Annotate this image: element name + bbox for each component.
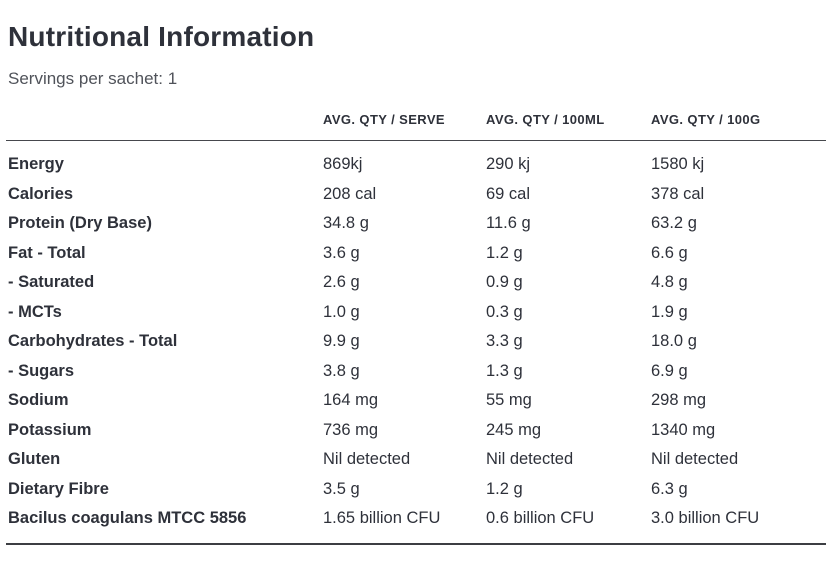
- nutrient-value: 0.3 g: [486, 302, 523, 321]
- nutrient-value: 1580 kj: [651, 155, 705, 173]
- column-header-100ml: AVG. QTY / 100ML: [486, 106, 651, 141]
- nutrient-value: 378 cal: [651, 184, 705, 203]
- nutrient-value: 6.6 g: [651, 243, 688, 262]
- nutrient-value: 0.6 billion CFU: [486, 509, 595, 527]
- nutrient-label: - MCTs: [8, 302, 62, 321]
- nutrient-value: 3.3 g: [486, 332, 523, 350]
- nutrient-value: 1.3 g: [486, 361, 523, 380]
- nutrient-label: Fat - Total: [8, 243, 86, 262]
- nutrient-value: 1340 mg: [651, 420, 716, 439]
- nutrient-value: 0.9 g: [486, 273, 523, 291]
- nutrient-value: 736 mg: [323, 420, 379, 439]
- table-row: Protein (Dry Base) 34.8 g 11.6 g 63.2 g: [6, 209, 826, 239]
- nutrient-value: 290 kj: [486, 155, 531, 173]
- nutrition-table: AVG. QTY / SERVE AVG. QTY / 100ML AVG. Q…: [6, 106, 826, 545]
- nutrient-value: 1.9 g: [651, 302, 688, 321]
- nutrient-label: Dietary Fibre: [8, 479, 109, 498]
- table-row: Bacilus coagulans MTCC 5856 1.65 billion …: [6, 504, 826, 544]
- table-row: Potassium 736 mg 245 mg 1340 mg: [6, 416, 826, 446]
- table-row: Gluten Nil detected Nil detected Nil detect…: [6, 445, 826, 475]
- nutrient-value: Nil detected: [323, 450, 411, 468]
- nutrient-value: 69 cal: [486, 184, 531, 203]
- nutrient-label: Calories: [8, 184, 74, 203]
- servings-text: Servings per sachet: 1: [8, 69, 178, 88]
- nutrient-value: 18.0 g: [651, 332, 697, 350]
- nutrient-label: Bacilus coagulans MTCC 5856: [8, 509, 247, 527]
- nutrient-value: 3.8 g: [323, 361, 360, 380]
- nutrient-value: 1.65 billion CFU: [323, 509, 441, 527]
- page-title: Nutritional Information: [8, 21, 315, 52]
- table-row: Fat - Total 3.6 g 1.2 g 6.6 g: [6, 239, 826, 269]
- nutrient-value: 6.9 g: [651, 361, 688, 380]
- nutrient-value: 164 mg: [323, 391, 379, 409]
- nutrient-value: 34.8 g: [323, 214, 369, 232]
- nutrient-value: 55 mg: [486, 391, 532, 409]
- nutrient-label: - Sugars: [8, 361, 75, 380]
- nutrient-value: 3.6 g: [323, 243, 360, 262]
- header-row: AVG. QTY / SERVE AVG. QTY / 100ML AVG. Q…: [6, 106, 826, 141]
- table-row: - Sugars 3.8 g 1.3 g 6.9 g: [6, 357, 826, 387]
- nutrient-value: Nil detected: [486, 450, 574, 468]
- nutrient-value: 6.3 g: [651, 479, 688, 498]
- nutrient-value: 3.0 billion CFU: [651, 509, 760, 527]
- table-row: Energy 869kj 290 kj 1580 kj: [6, 141, 826, 180]
- nutrient-value: 9.9 g: [323, 332, 360, 350]
- table-header: AVG. QTY / SERVE AVG. QTY / 100ML AVG. Q…: [6, 106, 826, 141]
- nutrient-value: 4.8 g: [651, 273, 688, 291]
- nutrient-label: Gluten: [8, 450, 61, 468]
- column-header-100g: AVG. QTY / 100G: [651, 106, 826, 141]
- nutrient-value: 2.6 g: [323, 273, 360, 291]
- nutrient-label: Potassium: [8, 420, 92, 439]
- nutrient-value: 298 mg: [651, 391, 707, 409]
- nutrient-value: 63.2 g: [651, 214, 697, 232]
- nutrient-label: Protein (Dry Base): [8, 214, 152, 232]
- nutrient-value: 869kj: [323, 155, 363, 173]
- nutrient-label: Sodium: [8, 391, 69, 409]
- table-row: Carbohydrates - Total 9.9 g 3.3 g 18.0 g: [6, 327, 826, 357]
- table-row: - Saturated 2.6 g 0.9 g 4.8 g: [6, 268, 826, 298]
- nutrient-value: 11.6 g: [486, 214, 531, 232]
- nutrient-label: Energy: [8, 155, 64, 173]
- nutrient-value: 3.5 g: [323, 479, 360, 498]
- table-row: Sodium 164 mg 55 mg 298 mg: [6, 386, 826, 416]
- nutrient-label: Carbohydrates - Total: [8, 332, 178, 350]
- column-header-serve: AVG. QTY / SERVE: [323, 106, 486, 141]
- nutrient-value: 245 mg: [486, 420, 542, 439]
- nutrient-label: - Saturated: [8, 273, 95, 291]
- nutrient-value: 1.2 g: [486, 479, 523, 498]
- nutrition-table-body: Energy 869kj 290 kj 1580 kj Calories 208 cal 6…: [6, 141, 826, 544]
- table-row: - MCTs 1.0 g 0.3 g 1.9 g: [6, 298, 826, 328]
- table-row: Calories 208 cal 69 cal 378 cal: [6, 180, 826, 210]
- table-row: Dietary Fibre 3.5 g 1.2 g 6.3 g: [6, 475, 826, 505]
- nutrient-value: 208 cal: [323, 184, 377, 203]
- empty-header-cell: [6, 106, 323, 141]
- nutrient-value: 1.0 g: [323, 302, 360, 321]
- nutrient-value: 1.2 g: [486, 243, 523, 262]
- nutrient-value: Nil detected: [651, 450, 739, 468]
